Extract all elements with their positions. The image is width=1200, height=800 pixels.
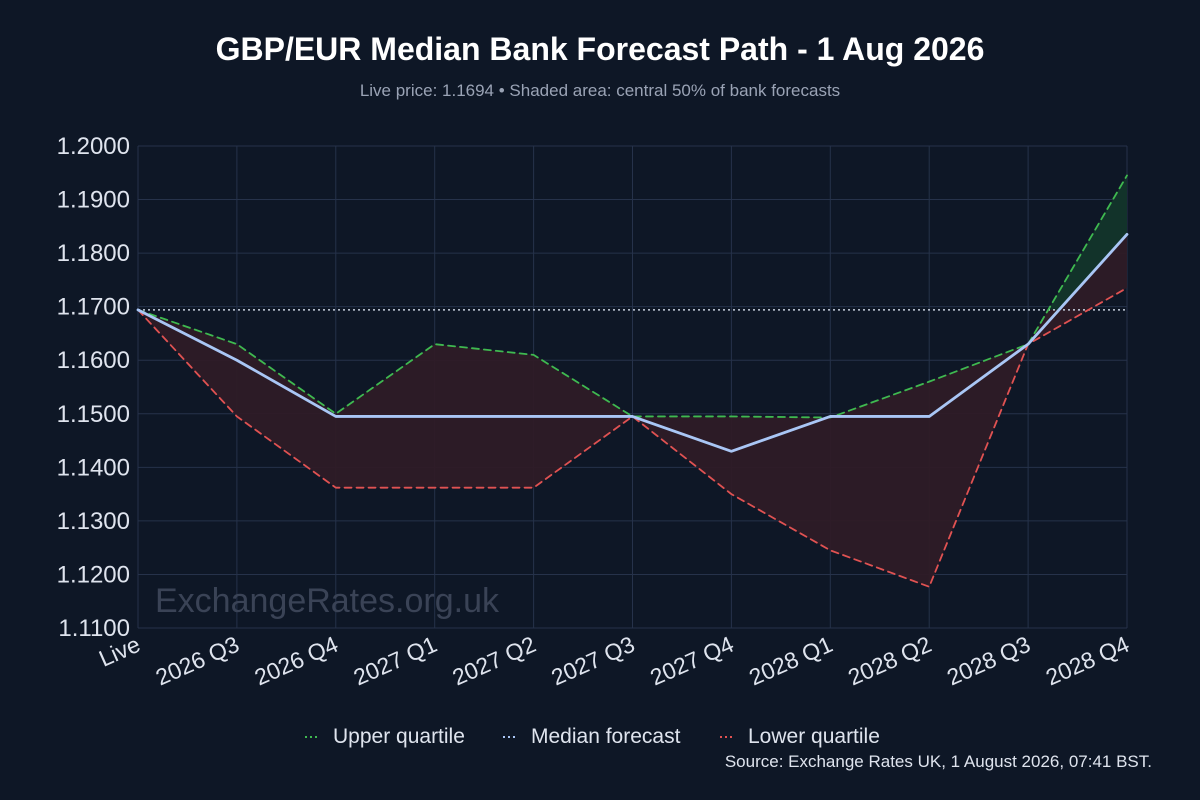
legend-item: Median forecast (503, 725, 681, 748)
y-tick-label: 1.1600 (57, 347, 130, 374)
chart-title: GBP/EUR Median Bank Forecast Path - 1 Au… (216, 31, 985, 67)
chart-subtitle: Live price: 1.1694 • Shaded area: centra… (360, 81, 840, 100)
watermark: ExchangeRates.org.uk (155, 582, 500, 620)
upper-quartile-line (137, 174, 1128, 419)
median-forecast-line (136, 232, 1129, 453)
legend-item: Upper quartile (305, 725, 465, 748)
y-tick-label: 1.1800 (57, 240, 130, 267)
y-tick-label: 1.1500 (57, 401, 130, 428)
legend-label: Median forecast (531, 725, 681, 748)
y-tick-label: 1.1900 (57, 187, 130, 214)
series-lines (136, 174, 1129, 588)
quartile-band (138, 175, 1127, 587)
y-tick-label: 1.1300 (57, 508, 130, 535)
y-tick-label: 1.1400 (57, 454, 130, 481)
legend: Upper quartile Median forecast Lower quart… (305, 725, 880, 748)
y-axis: 1.1100 1.1200 1.1300 1.1400 1.1500 1.1600 1.17… (57, 133, 130, 642)
y-tick-label: 1.1100 (58, 615, 130, 642)
source-note: Source: Exchange Rates UK, 1 August 2026… (725, 752, 1152, 771)
y-tick-label: 1.2000 (57, 133, 130, 160)
legend-label: Upper quartile (333, 725, 465, 748)
legend-label: Lower quartile (748, 725, 880, 748)
band-area (138, 175, 1127, 587)
y-tick-label: 1.1200 (57, 561, 130, 588)
lower-quartile-line (137, 287, 1128, 588)
y-tick-label: 1.1700 (57, 294, 130, 321)
legend-item: Lower quartile (720, 725, 880, 748)
